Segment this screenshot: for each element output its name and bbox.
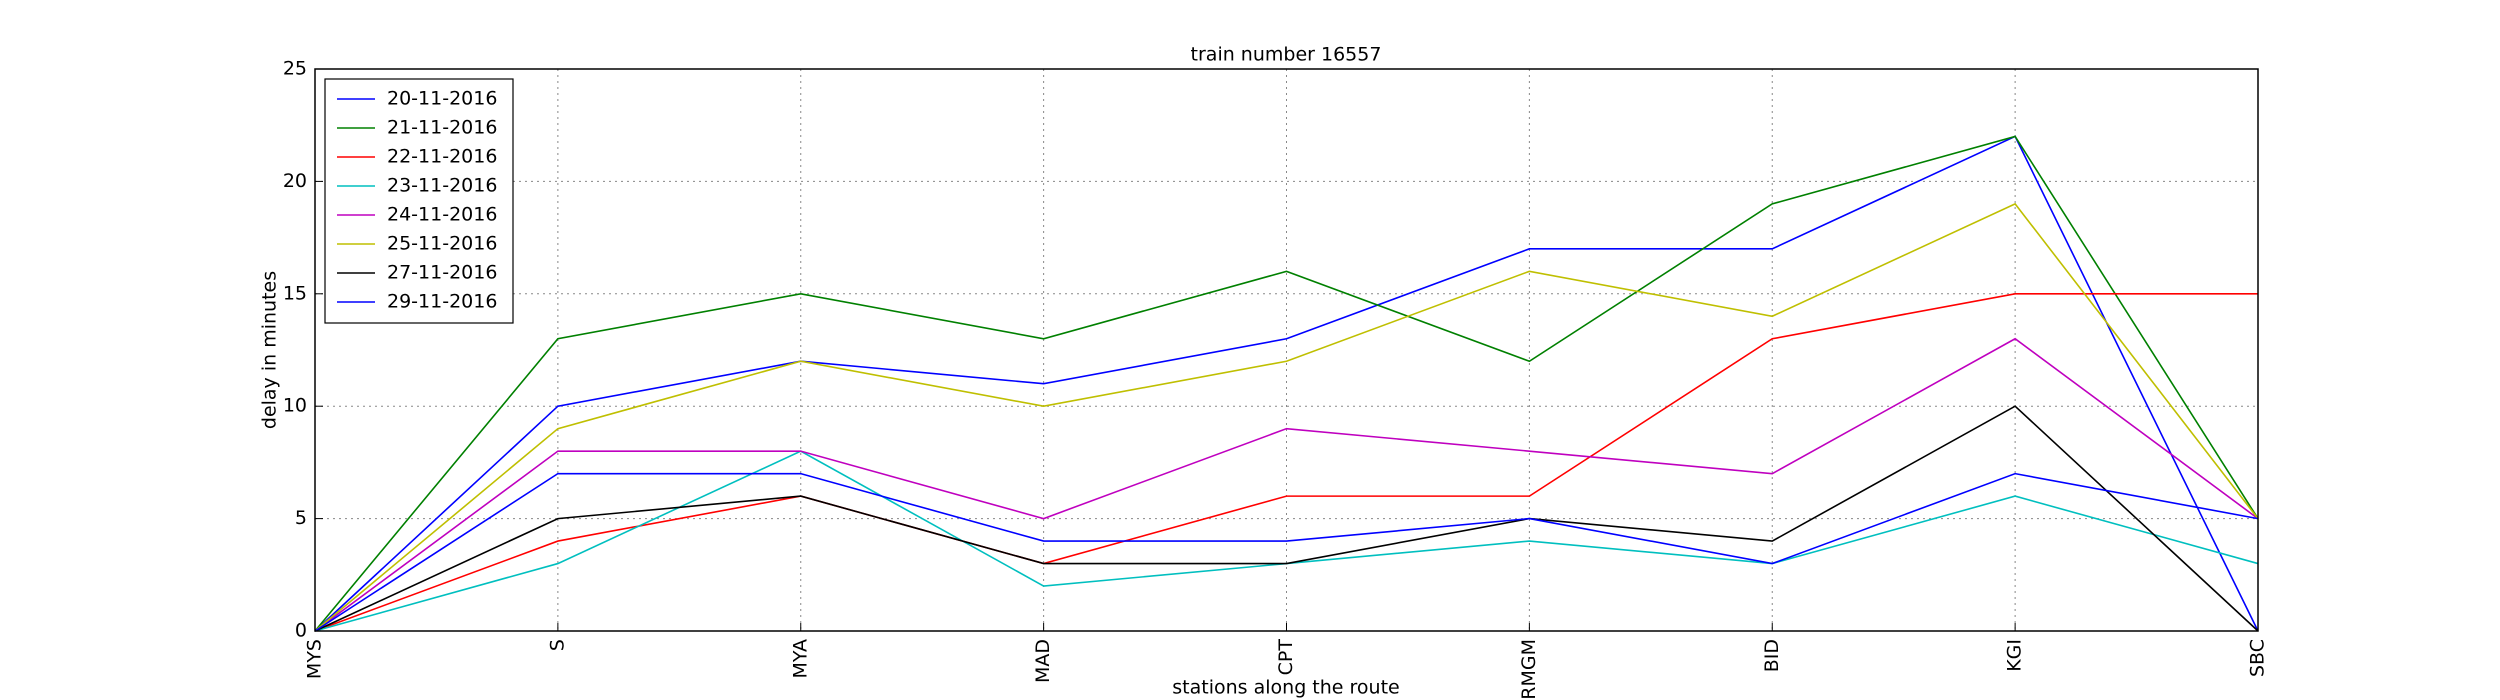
y-tick-label: 20 <box>283 170 307 192</box>
legend-label: 24-11-2016 <box>387 204 497 226</box>
line-series <box>314 405 2259 632</box>
y-tick-label: 25 <box>283 58 307 80</box>
y-tick-label: 10 <box>283 395 307 417</box>
y-tick-label: 0 <box>295 620 307 642</box>
line-series <box>314 337 2259 632</box>
x-tick-label: SBC <box>2247 639 2269 677</box>
legend-label: 20-11-2016 <box>387 88 497 110</box>
y-axis-label: delay in minutes <box>259 271 281 429</box>
x-tick-label: BID <box>1761 639 1783 672</box>
legend-label: 22-11-2016 <box>387 146 497 168</box>
x-tick-label: S <box>546 639 568 651</box>
x-tick-label: KGI <box>2004 639 2026 672</box>
legend-label: 25-11-2016 <box>387 233 497 255</box>
legend-label: 29-11-2016 <box>387 291 497 313</box>
legend-label: 21-11-2016 <box>387 117 497 139</box>
line-series <box>314 202 2259 632</box>
line-series <box>314 135 2259 632</box>
legend-label: 27-11-2016 <box>387 262 497 284</box>
x-tick-label: MYS <box>304 639 326 679</box>
legend-box <box>324 78 514 324</box>
chart-title: train number 16557 <box>1191 44 1382 66</box>
legend-label: 23-11-2016 <box>387 175 497 197</box>
x-axis-label: stations along the route <box>1172 677 1399 699</box>
x-tick-label: RMGM <box>1518 639 1540 700</box>
x-tick-label: CPT <box>1275 639 1297 676</box>
plot-frame <box>314 68 2259 632</box>
line-series <box>314 472 2259 632</box>
x-tick-label: MAD <box>1032 639 1054 683</box>
x-tick-label: MYA <box>789 639 811 679</box>
line-series <box>314 135 2259 632</box>
y-tick-label: 15 <box>283 282 307 304</box>
y-tick-label: 5 <box>295 507 307 529</box>
